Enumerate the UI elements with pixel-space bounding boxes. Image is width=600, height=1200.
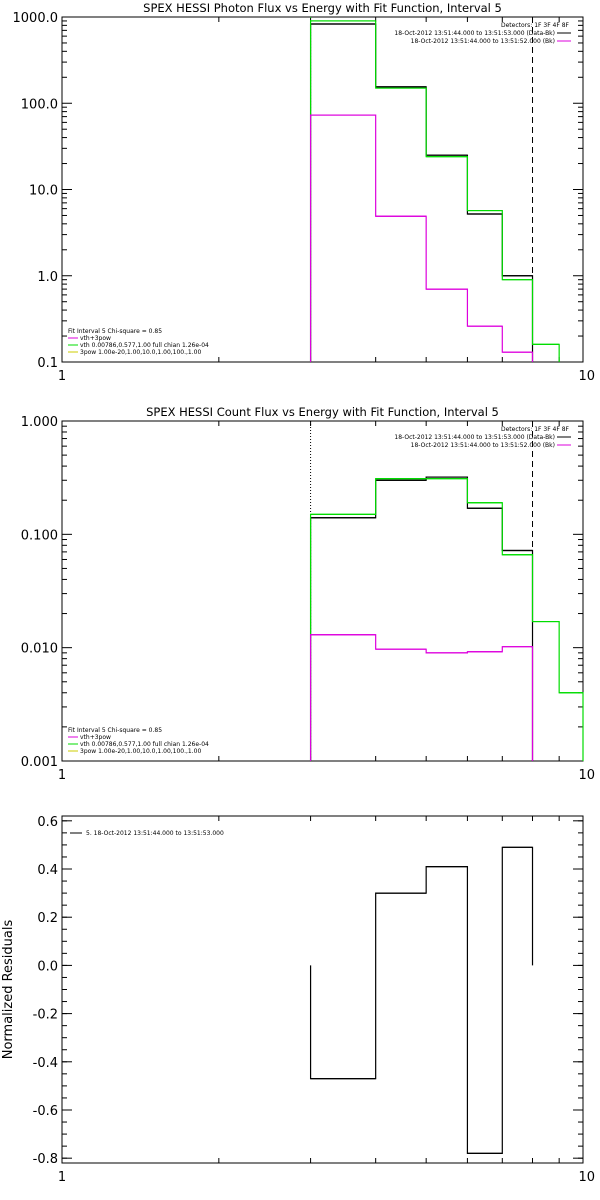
y-tick-label: -0.2 [33,1008,58,1023]
x-tick-label: 10 [578,369,595,384]
series-line [309,20,560,362]
x-tick-label: 1 [58,768,66,783]
chart-title: SPEX HESSI Photon Flux vs Energy with Fi… [143,1,502,15]
legend-entry: 3pow 1.00e-20,1.00,10.0,1.00,100.,1.00 [80,748,201,755]
y-tick-label: 0.6 [37,815,58,830]
y-tick-label: -0.8 [33,1152,58,1167]
x-tick-label: 1 [58,1170,66,1185]
legend-entry: 3pow 1.00e-20,1.00,10.0,1.00,100.,1.00 [80,349,201,356]
chart-panel-3: Normalized Residuals 1 10 -0.8 -0.6 -0.4 -0.2 0… [1,815,595,1185]
series-magenta [309,114,534,362]
y-tick-label: 0.2 [37,911,58,926]
series-line [309,23,534,362]
legend-entry: vth 0.00786,0.577,1.00 full chian 1.26e-… [80,342,209,349]
legend-entry: Detectors: 1F 3F 4F 8F [501,426,570,433]
series-green [309,478,584,761]
chart-title: SPEX HESSI Count Flux vs Energy with Fit… [146,405,499,419]
legend-entry: 18-Oct-2012 13:51:44.000 to 13:51:53.000… [394,434,555,441]
y-tick-label: 0.100 [21,528,58,543]
legend-entry: vth 0.00786,0.577,1.00 full chian 1.26e-… [80,741,209,748]
series-magenta [309,634,534,761]
legend-entry: Fit Interval 5 Chi-square = 0.85 [68,727,162,734]
x-tick-label: 1 [58,369,66,384]
legend-entry: vth+3pow [80,734,111,741]
chart-panel-1: SPEX HESSI Photon Flux vs Energy with Fi… [13,1,596,384]
series-green [309,20,560,362]
plot-frame [61,815,584,1164]
legend-entry: Fit Interval 5 Chi-square = 0.85 [68,328,162,335]
series-line [309,476,534,761]
plot-frame [61,420,584,762]
x-tick-label: 10 [578,768,595,783]
y-tick-label: 0.1 [37,356,58,371]
series-line [309,478,584,761]
y-tick-label: 0.0 [37,959,58,974]
chart-panel-2: SPEX HESSI Count Flux vs Energy with Fit… [21,405,595,783]
y-tick-label: 1.0 [37,270,58,285]
y-tick-label: 1000.0 [13,11,59,26]
plot-frame [61,16,584,363]
y-tick-label: 0.010 [21,642,58,657]
y-tick-label: 0.001 [21,755,58,770]
y-tick-label: -0.6 [33,1104,58,1119]
series-black [309,846,534,1154]
series-line [309,634,534,761]
y-tick-label: 10.0 [29,184,58,199]
y-axis-label: Normalized Residuals [1,920,16,1060]
legend-entry: vth+3pow [80,335,111,342]
x-tick-label: 10 [578,1170,595,1185]
legend-entry: 18-Oct-2012 13:51:44.000 to 13:51:52.000… [411,442,555,449]
y-tick-label: 100.0 [21,97,58,112]
y-tick-label: 0.4 [37,863,58,878]
series-black [309,476,534,761]
y-tick-label: 1.000 [21,415,58,430]
y-tick-label: -0.4 [33,1056,58,1071]
series-line [309,114,534,362]
series-black [309,23,534,362]
legend-entry: 18-Oct-2012 13:51:44.000 to 13:51:53.000… [394,30,555,37]
legend-entry: 5. 18-Oct-2012 13:51:44.000 to 13:51:53.… [86,830,224,837]
legend-entry: 18-Oct-2012 13:51:44.000 to 13:51:52.000… [411,38,555,45]
legend-entry: Detectors: 1F 3F 4F 8F [501,22,570,29]
